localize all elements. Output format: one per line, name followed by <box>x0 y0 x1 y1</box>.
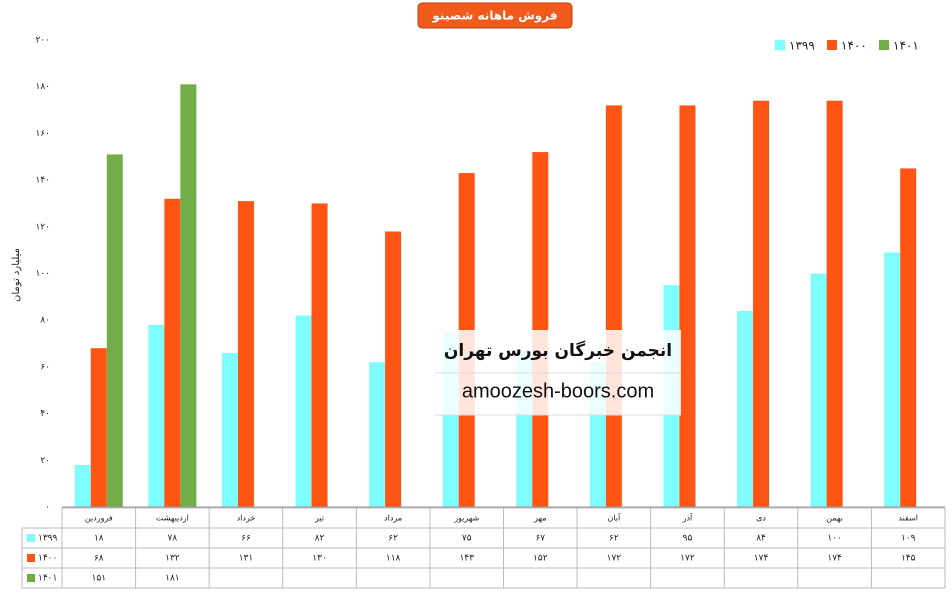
table-value: ۹۵ <box>683 534 693 544</box>
legend-swatch <box>879 40 889 50</box>
table-value: ۱۴۵ <box>901 554 916 564</box>
bar <box>605 105 622 507</box>
legend-label: ۱۴۰۰ <box>841 39 867 53</box>
bar <box>311 203 328 507</box>
bar <box>810 273 827 507</box>
table-value: ۱۸ <box>94 534 104 544</box>
bar <box>753 100 770 508</box>
y-tick-label: ۰ <box>45 503 50 513</box>
legend-label: ۱۳۹۹ <box>789 39 815 53</box>
x-tick-label: تیر <box>314 514 324 523</box>
bar <box>106 154 123 508</box>
y-axis-label: میلیارد تومان <box>11 248 22 302</box>
table-value: ۱۷۲ <box>680 554 695 564</box>
table-value: ۸۲ <box>315 534 325 544</box>
bar <box>90 348 107 507</box>
x-tick-label: اسفند <box>898 514 918 523</box>
legend-swatch <box>775 40 785 50</box>
table-value: ۶۸ <box>94 554 104 564</box>
y-tick-label: ۱۲۰ <box>35 222 50 232</box>
bar <box>737 310 754 507</box>
table-legend-swatch <box>27 534 35 542</box>
y-tick-label: ۲۰۰ <box>35 36 50 46</box>
table-value: ۷۵ <box>462 534 472 544</box>
table-value: ۱۳۰ <box>312 554 327 564</box>
x-tick-label: آبان <box>607 513 621 523</box>
bar <box>826 100 843 508</box>
watermark: انجمن خبرگان بورس تهران amoozesh-boors.c… <box>435 330 681 416</box>
legend-swatch <box>827 40 837 50</box>
table-value: ۸۴ <box>756 534 766 544</box>
watermark-url: amoozesh-boors.com <box>462 380 654 402</box>
bar <box>74 464 91 507</box>
bar <box>221 352 238 507</box>
bar <box>900 168 917 508</box>
table-value: ۱۷۴ <box>754 554 769 564</box>
table-value: ۱۳۱ <box>239 554 254 564</box>
title-box <box>417 2 573 29</box>
table-series-name: ۱۴۰۱ <box>38 574 57 584</box>
table-legend-swatch <box>27 554 35 562</box>
x-tick-label: اردیبهشت <box>156 514 189 523</box>
bar <box>532 152 549 507</box>
bar <box>180 84 197 508</box>
table-value: ۶۶ <box>241 534 251 544</box>
table-value: ۶۷ <box>535 534 545 544</box>
table-value: ۱۷۴ <box>827 554 842 564</box>
table-value: ۱۵۱ <box>92 574 107 584</box>
y-tick-label: ۲۰ <box>40 456 50 466</box>
y-tick-label: ۱۰۰ <box>35 269 50 279</box>
table-value: ۱۵۲ <box>533 554 548 564</box>
chart-title: فروش ماهانه شصینو <box>431 9 557 24</box>
table-series-name: ۱۴۰۰ <box>38 554 57 564</box>
table-value: ۱۴۳ <box>459 554 474 564</box>
table-legend-swatch <box>27 574 35 582</box>
x-tick-label: بهمن <box>826 514 843 523</box>
y-tick-label: ۴۰ <box>40 409 50 419</box>
table-value: ۱۰۰ <box>827 534 842 544</box>
y-tick-label: ۸۰ <box>40 316 50 326</box>
bar <box>148 324 165 507</box>
x-tick-label: مهر <box>533 514 546 523</box>
x-tick-label: شهریور <box>453 514 479 523</box>
table-value: ۱۱۸ <box>386 554 401 564</box>
watermark-text: انجمن خبرگان بورس تهران <box>444 340 672 361</box>
table-value: ۶۲ <box>388 534 398 544</box>
y-tick-label: ۱۶۰ <box>35 129 50 139</box>
bar <box>295 315 312 507</box>
y-tick-label: ۱۴۰ <box>35 176 50 186</box>
bar <box>237 201 254 508</box>
x-tick-label: خرداد <box>237 514 256 523</box>
bar <box>679 105 696 507</box>
bar <box>369 362 386 507</box>
x-tick-label: آذر <box>682 513 693 523</box>
y-tick-label: ۱۸۰ <box>35 82 50 92</box>
legend-label: ۱۴۰۱ <box>893 39 919 53</box>
table-value: ۱۳۲ <box>165 554 180 564</box>
bar <box>884 252 901 507</box>
bar <box>164 198 181 507</box>
table-value: ۱۰۹ <box>901 534 916 544</box>
table-value: ۱۸۱ <box>165 574 180 584</box>
x-tick-label: دی <box>756 514 766 523</box>
bar <box>385 231 402 507</box>
x-tick-label: فروردین <box>85 514 113 523</box>
x-tick-label: مرداد <box>384 514 402 523</box>
table-series-name: ۱۳۹۹ <box>38 534 58 544</box>
table-value: ۷۸ <box>168 534 178 544</box>
table-value: ۶۲ <box>609 534 619 544</box>
y-tick-label: ۶۰ <box>40 362 50 372</box>
table-value: ۱۷۲ <box>607 554 622 564</box>
